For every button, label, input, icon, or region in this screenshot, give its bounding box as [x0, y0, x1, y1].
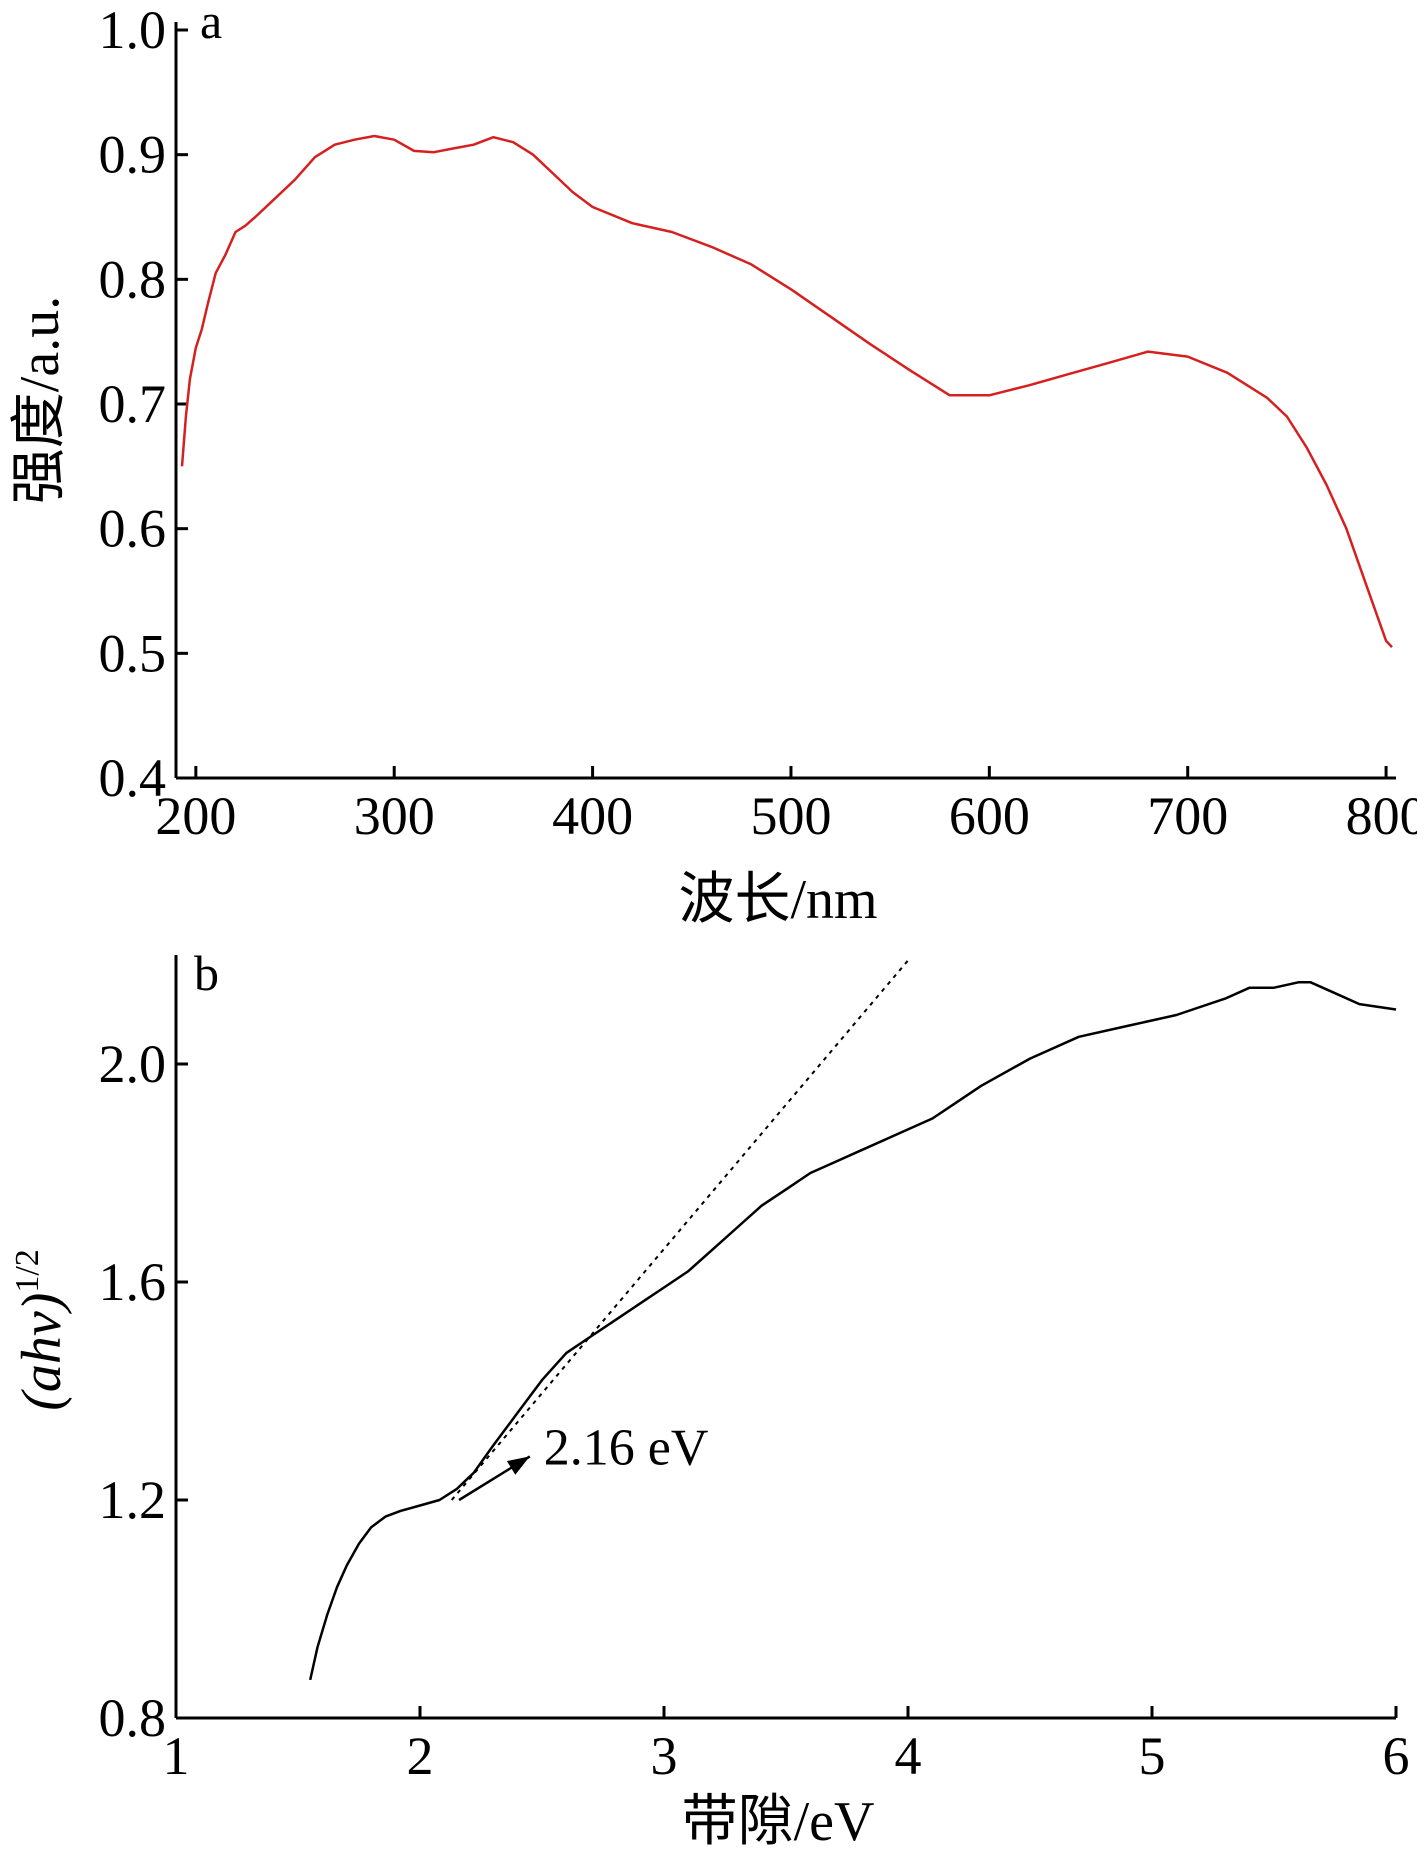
panel-a-y-tick-label: 0.8 [99, 249, 167, 309]
panel-b-y-tick-label: 2.0 [99, 1034, 167, 1094]
panel-b: b 1 2 3 4 5 6 0.8 1.2 1.6 2.0 2.16 eV 带隙/eV (ahv)… [9, 945, 1410, 1853]
panel-a-x-axis-title: 波长/nm [678, 869, 877, 931]
panel-a-letter: a [200, 0, 222, 49]
panel-a-y-tick-label: 0.5 [99, 623, 167, 683]
panel-b-annotation-label: 2.16 eV [544, 1419, 709, 1476]
panel-b-y-tick-label: 1.2 [99, 1470, 167, 1530]
panel-a-y-tick-label: 1.0 [99, 0, 167, 60]
panel-a-x-tick-label: 700 [1147, 786, 1228, 846]
panel-b-y-axis-title-main: (ahv) [11, 1293, 73, 1411]
panel-b-x-tick-label: 6 [1383, 1726, 1410, 1786]
panel-a-x-tick-label: 800 [1346, 786, 1417, 846]
panel-a-y-tick-label: 0.4 [99, 748, 167, 808]
panel-b-letter: b [194, 945, 219, 1001]
panel-a-y-tick-label: 0.7 [99, 374, 167, 434]
panel-b-tangent-line [450, 959, 909, 1501]
panel-a-y-axis-title: 强度/a.u. [9, 296, 71, 504]
panel-b-y-axis-title: (ahv)1/2 [9, 1249, 73, 1411]
panel-b-x-tick-label: 1 [163, 1726, 190, 1786]
panel-a-y-tick-label: 0.6 [99, 499, 167, 559]
panel-b-series-line [308, 981, 1397, 1681]
panel-b-x-tick-label: 2 [407, 1726, 434, 1786]
panel-b-x-tick-label: 4 [895, 1726, 922, 1786]
panel-b-annotation-arrowhead [506, 1456, 530, 1475]
panel-a-y-tick-label: 0.9 [99, 125, 167, 185]
panel-a: a 200 300 400 500 600 700 800 0.4 0.5 0.6 0.7 0.8 0.… [9, 0, 1417, 931]
panel-a-x-tick-label: 300 [354, 786, 435, 846]
panel-b-x-tick-label: 3 [651, 1726, 678, 1786]
panel-a-x-tick-label: 600 [949, 786, 1030, 846]
panel-a-series-line [180, 134, 1393, 648]
panel-b-x-tick-label: 5 [1139, 1726, 1166, 1786]
panel-b-x-axis-title: 带隙/eV [682, 1791, 875, 1853]
panel-b-y-tick-label: 1.6 [99, 1252, 167, 1312]
panel-a-x-tick-label: 200 [155, 786, 236, 846]
panel-b-y-axis-title-sup: 1/2 [9, 1249, 46, 1292]
panel-a-x-tick-label: 400 [552, 786, 633, 846]
panel-a-x-tick-label: 500 [750, 786, 831, 846]
panel-b-y-tick-label: 0.8 [99, 1688, 167, 1748]
